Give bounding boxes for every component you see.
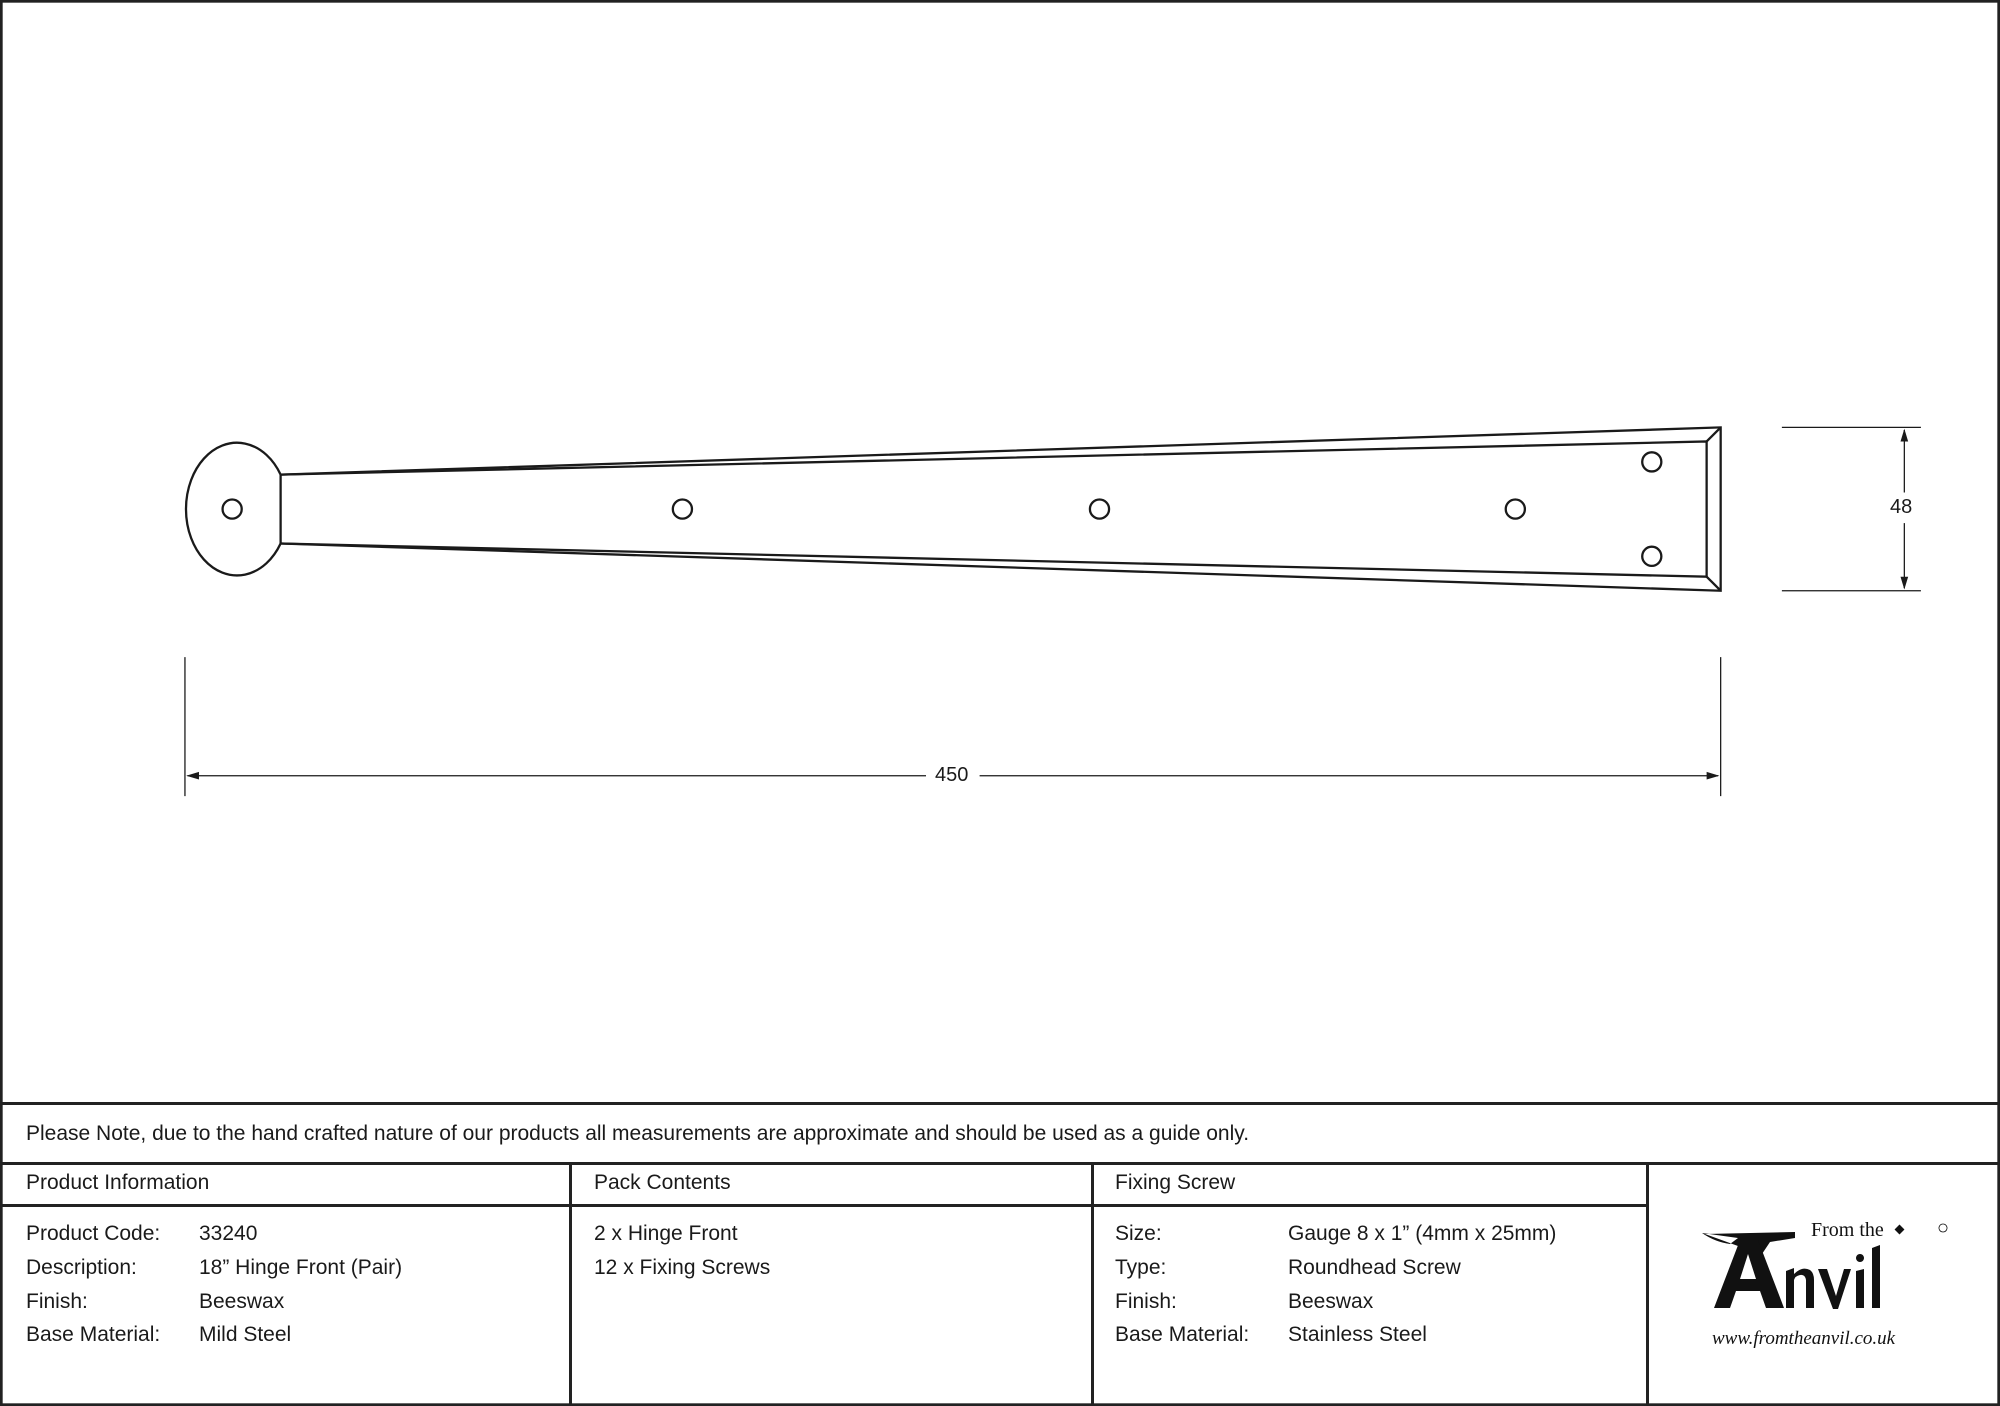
- pack-item: 12 x Fixing Screws: [594, 1256, 771, 1279]
- anvil-letter-a: [1714, 1240, 1784, 1308]
- base-material-value: Mild Steel: [199, 1323, 292, 1346]
- divider: [569, 1162, 572, 1406]
- dimension-length: [184, 657, 1722, 797]
- hinge-strap-outer: [280, 426, 1722, 592]
- screw-hole: [1641, 451, 1663, 473]
- description-label: Description:: [26, 1256, 137, 1279]
- dimension-width: [1781, 426, 1921, 592]
- screw-material-value: Stainless Steel: [1288, 1323, 1427, 1346]
- dimension-width-label: 48: [1890, 496, 1913, 518]
- divider: [0, 1204, 1648, 1207]
- fixing-screw-heading: Fixing Screw: [1115, 1171, 1236, 1194]
- dimension-length-label: 450: [935, 764, 969, 786]
- screw-hole: [1504, 498, 1527, 520]
- logo-anvil-nvil: [1786, 1245, 1880, 1309]
- screw-type-value: Roundhead Screw: [1288, 1256, 1461, 1279]
- hinge-head: [184, 441, 282, 577]
- divider: [0, 1162, 2000, 1165]
- divider: [1646, 1162, 1649, 1406]
- base-material-label: Base Material:: [26, 1323, 161, 1346]
- divider: [0, 1102, 2000, 1105]
- product-code-value: 33240: [199, 1222, 258, 1245]
- screw-finish-value: Beeswax: [1288, 1290, 1374, 1313]
- product-information-heading: Product Information: [26, 1171, 210, 1194]
- pack-item: 2 x Hinge Front: [594, 1222, 738, 1245]
- hinge-strap-bevel: [280, 440, 1708, 578]
- registered-mark: [1938, 1223, 1948, 1233]
- pack-contents-heading: Pack Contents: [594, 1171, 731, 1194]
- disclaimer-note: Please Note, due to the hand crafted nat…: [26, 1122, 1250, 1145]
- screw-hole: [1088, 498, 1111, 520]
- screw-material-label: Base Material:: [1115, 1323, 1250, 1346]
- from-the-anvil-logo: From the www.fromtheanvil.co.uk: [1702, 1219, 1948, 1349]
- hinge-outline: [184, 426, 1722, 592]
- finish-value: Beeswax: [199, 1290, 285, 1313]
- product-code-label: Product Code:: [26, 1222, 161, 1245]
- divider: [1091, 1162, 1094, 1406]
- logo-url: www.fromtheanvil.co.uk: [1712, 1328, 1896, 1349]
- screw-finish-label: Finish:: [1115, 1290, 1177, 1313]
- finish-label: Finish:: [26, 1290, 88, 1313]
- screw-type-label: Type:: [1115, 1256, 1167, 1279]
- screw-hole: [1641, 545, 1663, 567]
- description-value: 18” Hinge Front (Pair): [199, 1256, 403, 1279]
- screw-size-label: Size:: [1115, 1222, 1162, 1245]
- screw-hole: [671, 498, 694, 520]
- logo-from-the: From the: [1811, 1219, 1884, 1241]
- screw-hole: [221, 498, 243, 520]
- screw-size-value: Gauge 8 x 1” (4mm x 25mm): [1288, 1222, 1557, 1245]
